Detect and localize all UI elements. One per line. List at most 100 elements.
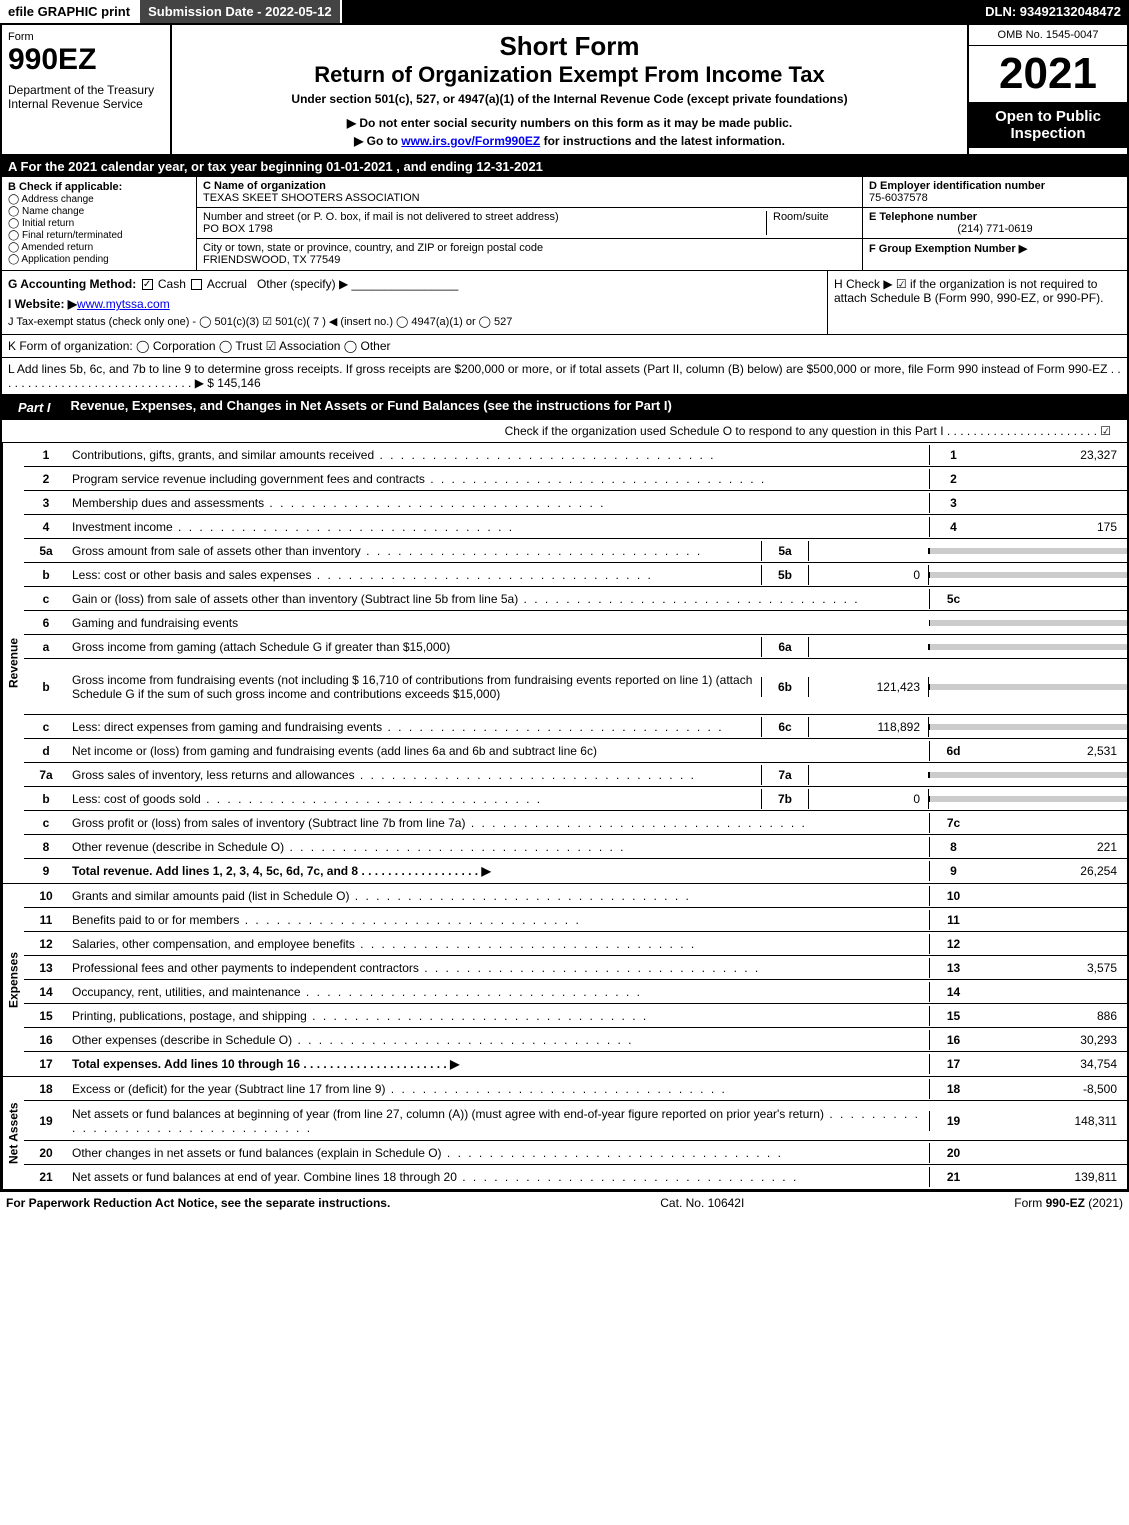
website-link[interactable]: www.mytssa.com	[77, 297, 170, 311]
line-10: 10Grants and similar amounts paid (list …	[24, 884, 1127, 908]
line-3: 3Membership dues and assessments3	[24, 491, 1127, 515]
subtitle-1: Under section 501(c), 527, or 4947(a)(1)…	[182, 92, 957, 106]
h-check: H Check ▶ ☑ if the organization is not r…	[827, 271, 1127, 334]
netassets-block: Net Assets 18Excess or (deficit) for the…	[2, 1077, 1127, 1189]
chk-address[interactable]: ◯ Address change	[8, 194, 190, 205]
footer: For Paperwork Reduction Act Notice, see …	[0, 1191, 1129, 1214]
row-a: A For the 2021 calendar year, or tax yea…	[2, 156, 1127, 177]
b-head: B Check if applicable:	[8, 181, 190, 193]
e-phone: E Telephone number(214) 771-0619	[863, 208, 1127, 239]
chk-final[interactable]: ◯ Final return/terminated	[8, 230, 190, 241]
revenue-lines: 1Contributions, gifts, grants, and simil…	[24, 443, 1127, 883]
room-label: Room/suite	[766, 211, 856, 235]
side-revenue: Revenue	[2, 443, 24, 883]
line-6d: dNet income or (loss) from gaming and fu…	[24, 739, 1127, 763]
expenses-block: Expenses 10Grants and similar amounts pa…	[2, 884, 1127, 1077]
line-8: 8Other revenue (describe in Schedule O)8…	[24, 835, 1127, 859]
col-b: B Check if applicable: ◯ Address change …	[2, 177, 197, 270]
form-word: Form	[8, 31, 164, 43]
chk-accrual[interactable]	[191, 279, 202, 290]
j-status: J Tax-exempt status (check only one) - ◯…	[8, 315, 821, 328]
line-7c: cGross profit or (loss) from sales of in…	[24, 811, 1127, 835]
open-public: Open to Public Inspection	[969, 102, 1127, 148]
sub3-post: for instructions and the latest informat…	[540, 134, 785, 148]
line-2: 2Program service revenue including gover…	[24, 467, 1127, 491]
header-right: OMB No. 1545-0047 2021 Open to Public In…	[967, 25, 1127, 154]
g-accounting: G Accounting Method: ✓ Cash Accrual Othe…	[8, 277, 821, 291]
line-6c: cLess: direct expenses from gaming and f…	[24, 715, 1127, 739]
title-return: Return of Organization Exempt From Incom…	[182, 62, 957, 88]
box-street: Number and street (or P. O. box, if mail…	[197, 208, 862, 239]
dln-label: DLN: 93492132048472	[977, 0, 1129, 23]
header-left: Form 990EZ Department of the Treasury In…	[2, 25, 172, 154]
line-6a: aGross income from gaming (attach Schedu…	[24, 635, 1127, 659]
submission-date: Submission Date - 2022-05-12	[140, 0, 342, 23]
i-website: I Website: ▶www.mytssa.com	[8, 297, 821, 311]
line-12: 12Salaries, other compensation, and empl…	[24, 932, 1127, 956]
line-19: 19Net assets or fund balances at beginni…	[24, 1101, 1127, 1141]
title-short-form: Short Form	[182, 31, 957, 62]
line-5b: bLess: cost or other basis and sales exp…	[24, 563, 1127, 587]
chk-name[interactable]: ◯ Name change	[8, 206, 190, 217]
line-9: 9Total revenue. Add lines 1, 2, 3, 4, 5c…	[24, 859, 1127, 883]
line-6b: bGross income from fundraising events (n…	[24, 659, 1127, 715]
box-city: City or town, state or province, country…	[197, 239, 862, 269]
street-label: Number and street (or P. O. box, if mail…	[203, 211, 559, 223]
line-1: 1Contributions, gifts, grants, and simil…	[24, 443, 1127, 467]
city-label: City or town, state or province, country…	[203, 242, 543, 254]
footer-left: For Paperwork Reduction Act Notice, see …	[6, 1196, 390, 1210]
org-name: TEXAS SKEET SHOOTERS ASSOCIATION	[203, 192, 420, 204]
chk-pending[interactable]: ◯ Application pending	[8, 254, 190, 265]
line-20: 20Other changes in net assets or fund ba…	[24, 1141, 1127, 1165]
chk-amended[interactable]: ◯ Amended return	[8, 242, 190, 253]
col-c: C Name of organization TEXAS SKEET SHOOT…	[197, 177, 862, 270]
form-header: Form 990EZ Department of the Treasury In…	[2, 25, 1127, 156]
expense-lines: 10Grants and similar amounts paid (list …	[24, 884, 1127, 1076]
city-val: FRIENDSWOOD, TX 77549	[203, 254, 340, 266]
row-gh: G Accounting Method: ✓ Cash Accrual Othe…	[2, 271, 1127, 335]
irs-link[interactable]: www.irs.gov/Form990EZ	[401, 134, 540, 148]
street-val: PO BOX 1798	[203, 223, 273, 235]
line-21: 21Net assets or fund balances at end of …	[24, 1165, 1127, 1189]
chk-initial[interactable]: ◯ Initial return	[8, 218, 190, 229]
part-label: Part I	[8, 398, 61, 417]
footer-right: Form 990-EZ (2021)	[1014, 1196, 1123, 1210]
c-label: C Name of organization	[203, 180, 326, 192]
section-bcd: B Check if applicable: ◯ Address change …	[2, 177, 1127, 271]
omb-label: OMB No. 1545-0047	[969, 25, 1127, 46]
line-7a: 7aGross sales of inventory, less returns…	[24, 763, 1127, 787]
header-mid: Short Form Return of Organization Exempt…	[172, 25, 967, 154]
subtitle-2: ▶ Do not enter social security numbers o…	[182, 116, 957, 130]
line-15: 15Printing, publications, postage, and s…	[24, 1004, 1127, 1028]
line-11: 11Benefits paid to or for members11	[24, 908, 1127, 932]
line-16: 16Other expenses (describe in Schedule O…	[24, 1028, 1127, 1052]
line-7b: bLess: cost of goods sold7b0	[24, 787, 1127, 811]
chk-cash[interactable]: ✓	[142, 279, 153, 290]
efile-label[interactable]: efile GRAPHIC print	[0, 0, 140, 23]
form-number: 990EZ	[8, 43, 164, 77]
gh-left: G Accounting Method: ✓ Cash Accrual Othe…	[2, 271, 827, 334]
side-netassets: Net Assets	[2, 1077, 24, 1189]
k-line: K Form of organization: ◯ Corporation ◯ …	[2, 335, 1127, 358]
box-c-name: C Name of organization TEXAS SKEET SHOOT…	[197, 177, 862, 208]
part-i-head: Part I Revenue, Expenses, and Changes in…	[2, 395, 1127, 420]
side-expenses: Expenses	[2, 884, 24, 1076]
l-line: L Add lines 5b, 6c, and 7b to line 9 to …	[2, 358, 1127, 395]
top-bar: efile GRAPHIC print Submission Date - 20…	[0, 0, 1129, 23]
subtitle-3: ▶ Go to www.irs.gov/Form990EZ for instru…	[182, 134, 957, 148]
col-d: D Employer identification number75-60375…	[862, 177, 1127, 270]
part-check: Check if the organization used Schedule …	[2, 420, 1127, 443]
part-title: Revenue, Expenses, and Changes in Net As…	[71, 398, 672, 417]
line-17: 17Total expenses. Add lines 10 through 1…	[24, 1052, 1127, 1076]
netassets-lines: 18Excess or (deficit) for the year (Subt…	[24, 1077, 1127, 1189]
f-group: F Group Exemption Number ▶	[863, 239, 1127, 258]
dept-label: Department of the Treasury Internal Reve…	[8, 83, 164, 111]
line-4: 4Investment income4175	[24, 515, 1127, 539]
line-13: 13Professional fees and other payments t…	[24, 956, 1127, 980]
line-18: 18Excess or (deficit) for the year (Subt…	[24, 1077, 1127, 1101]
footer-mid: Cat. No. 10642I	[660, 1196, 744, 1210]
revenue-block: Revenue 1Contributions, gifts, grants, a…	[2, 443, 1127, 884]
line-6: 6Gaming and fundraising events	[24, 611, 1127, 635]
line-5a: 5aGross amount from sale of assets other…	[24, 539, 1127, 563]
sub3-pre: ▶ Go to	[354, 134, 401, 148]
